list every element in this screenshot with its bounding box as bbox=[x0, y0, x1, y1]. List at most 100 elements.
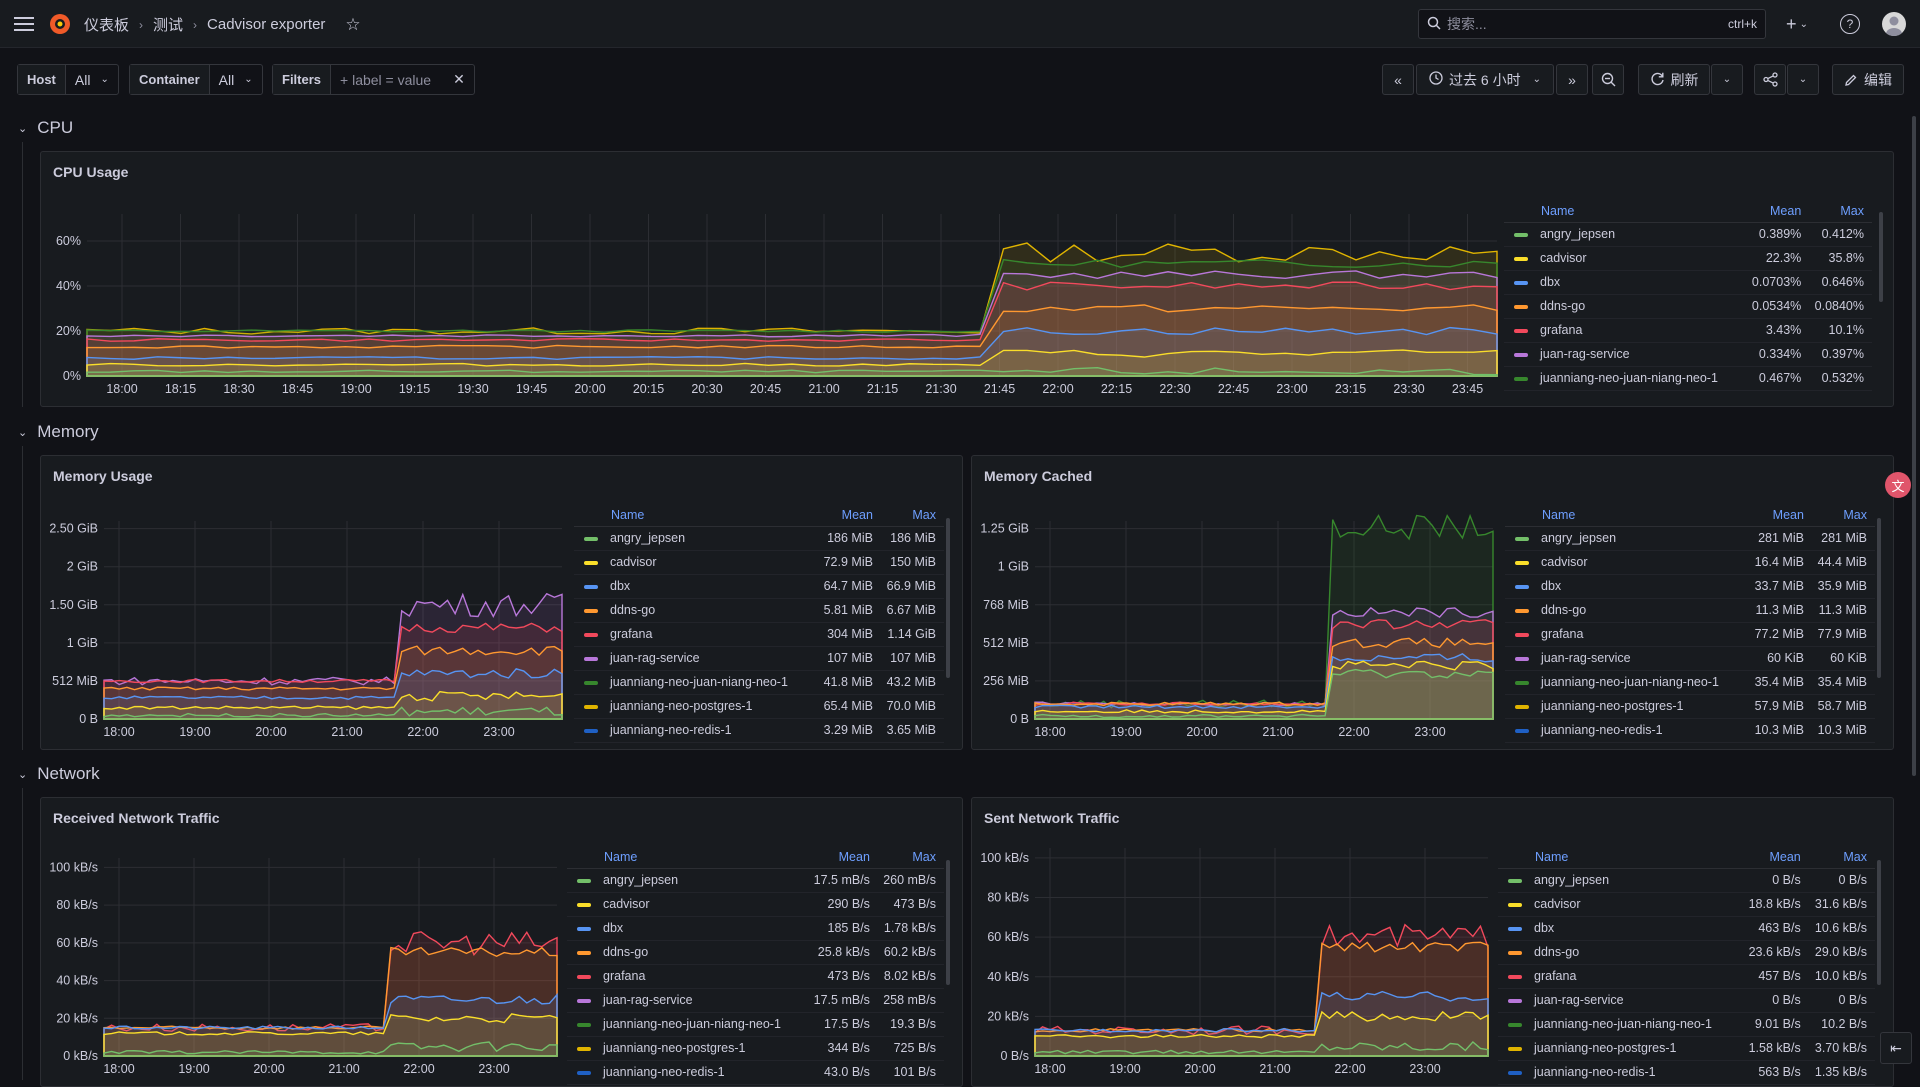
legend-col-name[interactable]: Name bbox=[567, 846, 809, 869]
legend-col-max[interactable]: Max bbox=[1808, 846, 1875, 869]
legend-series-name[interactable]: grafana bbox=[1504, 318, 1747, 343]
legend-row[interactable]: juanniang-neo-postgres-1 1.58 kB/s 3.70 kB… bbox=[1498, 1036, 1875, 1061]
legend-series-name[interactable]: grafana bbox=[567, 964, 809, 989]
legend-series-name[interactable]: angry_jepsen bbox=[574, 526, 818, 551]
legend-series-name[interactable]: juan-rag-service bbox=[567, 988, 809, 1013]
legend-series-name[interactable]: juanniang-neo-juan-niang-neo-1 bbox=[574, 670, 818, 695]
legend-row[interactable]: juanniang-neo-juan-niang-neo-1 35.4 MiB 35… bbox=[1505, 670, 1875, 695]
legend-series-name[interactable]: ddns-go bbox=[574, 598, 818, 623]
filters-input[interactable]: + label = value ✕ bbox=[331, 65, 474, 94]
legend-row[interactable]: dbx 185 B/s 1.78 kB/s bbox=[567, 916, 944, 941]
legend-row[interactable]: juanniang-neo-juan-niang-neo-1 41.8 MiB 43… bbox=[574, 670, 944, 695]
legend-series-name[interactable]: angry_jepsen bbox=[1504, 222, 1747, 247]
legend-row[interactable]: juanniang-neo-juan-niang-neo-1 0.467% 0.53… bbox=[1504, 366, 1872, 391]
legend-row[interactable]: juanniang-neo-juan-niang-neo-1 17.5 B/s 19… bbox=[567, 1012, 944, 1037]
variable-host[interactable]: Host All ⌄ bbox=[17, 64, 119, 95]
legend-row[interactable]: grafana 457 B/s 10.0 kB/s bbox=[1498, 964, 1875, 989]
legend-row[interactable]: ddns-go 11.3 MiB 11.3 MiB bbox=[1505, 598, 1875, 623]
legend-series-name[interactable]: juanniang-neo-postgres-1 bbox=[1505, 694, 1749, 719]
page-scrollbar[interactable] bbox=[1912, 116, 1916, 776]
grafana-logo-icon[interactable] bbox=[48, 12, 72, 36]
legend-series-name[interactable]: juanniang-neo-redis-1 bbox=[567, 1060, 809, 1085]
legend-series-name[interactable]: juan-rag-service bbox=[1505, 646, 1749, 671]
avatar[interactable] bbox=[1882, 12, 1906, 36]
legend-row[interactable]: juanniang-neo-redis-1 3.29 MiB 3.65 MiB bbox=[574, 718, 944, 743]
refresh-button[interactable]: 刷新 bbox=[1638, 64, 1710, 95]
refresh-interval-button[interactable]: ⌄ bbox=[1711, 64, 1743, 95]
legend-series-name[interactable]: ddns-go bbox=[1504, 294, 1747, 319]
legend-series-name[interactable]: juanniang-neo-postgres-1 bbox=[574, 694, 818, 719]
legend-series-name[interactable]: dbx bbox=[1504, 270, 1747, 295]
legend-series-name[interactable]: grafana bbox=[1498, 964, 1743, 989]
legend-col-name[interactable]: Name bbox=[1504, 200, 1747, 223]
add-button[interactable]: + ⌄ bbox=[1780, 12, 1814, 36]
legend-row[interactable]: cadvisor 72.9 MiB 150 MiB bbox=[574, 550, 944, 575]
legend-series-name[interactable]: juanniang-neo-juan-niang-neo-1 bbox=[1498, 1012, 1743, 1037]
legend-series-name[interactable]: juan-rag-service bbox=[1504, 342, 1747, 367]
row-header-cpu[interactable]: ⌄ CPU bbox=[18, 118, 73, 138]
legend-row[interactable]: juanniang-neo-juan-niang-neo-1 9.01 B/s 10… bbox=[1498, 1012, 1875, 1037]
legend-row[interactable]: angry_jepsen 17.5 mB/s 260 mB/s bbox=[567, 868, 944, 893]
legend-row[interactable]: juanniang-neo-postgres-1 65.4 MiB 70.0 MiB bbox=[574, 694, 944, 719]
breadcrumb-item[interactable]: 仪表板 bbox=[84, 17, 130, 34]
legend-series-name[interactable]: ddns-go bbox=[1505, 598, 1749, 623]
legend-col-mean[interactable]: Mean bbox=[1748, 504, 1812, 527]
legend-row[interactable]: cadvisor 290 B/s 473 B/s bbox=[567, 892, 944, 917]
legend-row[interactable]: juan-rag-service 0 B/s 0 B/s bbox=[1498, 988, 1875, 1013]
legend-row[interactable]: cadvisor 16.4 MiB 44.4 MiB bbox=[1505, 550, 1875, 575]
legend-series-name[interactable]: juan-rag-service bbox=[1498, 988, 1743, 1013]
legend-scrollbar[interactable] bbox=[946, 518, 950, 678]
legend-series-name[interactable]: grafana bbox=[574, 622, 818, 647]
legend-series-name[interactable]: grafana bbox=[1505, 622, 1749, 647]
legend-col-max[interactable]: Max bbox=[880, 504, 944, 527]
legend-series-name[interactable]: cadvisor bbox=[1498, 892, 1743, 917]
time-shift-forward-button[interactable]: » bbox=[1556, 64, 1588, 95]
legend-row[interactable]: juan-rag-service 17.5 mB/s 258 mB/s bbox=[567, 988, 944, 1013]
time-picker-button[interactable]: 过去 6 小时 ⌄ bbox=[1416, 64, 1554, 95]
cpu-usage-chart[interactable]: 0% 20% 40% 60% 18:00 18:15 18:30 18:45 19:00 19:1… bbox=[41, 204, 1501, 404]
legend-series-name[interactable]: cadvisor bbox=[1505, 550, 1749, 575]
row-header-memory[interactable]: ⌄ Memory bbox=[18, 422, 99, 442]
legend-series-name[interactable]: angry_jepsen bbox=[1498, 868, 1743, 893]
legend-col-max[interactable]: Max bbox=[1811, 504, 1875, 527]
legend-col-name[interactable]: Name bbox=[574, 504, 818, 527]
legend-row[interactable]: dbx 0.0703% 0.646% bbox=[1504, 270, 1872, 295]
legend-scrollbar[interactable] bbox=[1879, 212, 1883, 302]
legend-col-max[interactable]: Max bbox=[1809, 200, 1872, 223]
legend-series-name[interactable]: cadvisor bbox=[567, 892, 809, 917]
legend-col-mean[interactable]: Mean bbox=[808, 846, 878, 869]
legend-row[interactable]: juanniang-neo-redis-1 10.3 MiB 10.3 MiB bbox=[1505, 718, 1875, 743]
memory-usage-chart[interactable]: 0 B 512 MiB 1 GiB 1.50 GiB 2 GiB 2.50 GiB 18:0… bbox=[41, 511, 566, 749]
legend-series-name[interactable]: dbx bbox=[1505, 574, 1749, 599]
legend-row[interactable]: ddns-go 0.0534% 0.0840% bbox=[1504, 294, 1872, 319]
legend-col-mean[interactable]: Mean bbox=[1746, 200, 1810, 223]
legend-row[interactable]: angry_jepsen 186 MiB 186 MiB bbox=[574, 526, 944, 551]
legend-series-name[interactable]: juanniang-neo-juan-niang-neo-1 bbox=[567, 1012, 809, 1037]
legend-series-name[interactable]: cadvisor bbox=[574, 550, 818, 575]
legend-series-name[interactable]: dbx bbox=[574, 574, 818, 599]
translate-icon[interactable]: 文 bbox=[1885, 472, 1911, 498]
legend-row[interactable]: juanniang-neo-redis-1 43.0 B/s 101 B/s bbox=[567, 1060, 944, 1085]
sent-traffic-chart[interactable]: 0 B/s 20 kB/s 40 kB/s 60 kB/s 80 kB/s 100 kB/… bbox=[972, 848, 1492, 1086]
legend-row[interactable]: cadvisor 22.3% 35.8% bbox=[1504, 246, 1872, 271]
star-icon[interactable]: ☆ bbox=[345, 14, 361, 34]
legend-row[interactable]: juan-rag-service 0.334% 0.397% bbox=[1504, 342, 1872, 367]
legend-row[interactable]: angry_jepsen 281 MiB 281 MiB bbox=[1505, 526, 1875, 551]
time-shift-back-button[interactable]: « bbox=[1382, 64, 1414, 95]
legend-col-max[interactable]: Max bbox=[877, 846, 944, 869]
legend-series-name[interactable]: cadvisor bbox=[1504, 246, 1747, 271]
legend-row[interactable]: grafana 473 B/s 8.02 kB/s bbox=[567, 964, 944, 989]
legend-row[interactable]: juan-rag-service 107 MiB 107 MiB bbox=[574, 646, 944, 671]
legend-series-name[interactable]: angry_jepsen bbox=[567, 868, 809, 893]
legend-row[interactable]: juanniang-neo-postgres-1 57.9 MiB 58.7 MiB bbox=[1505, 694, 1875, 719]
legend-col-mean[interactable]: Mean bbox=[1742, 846, 1809, 869]
legend-row[interactable]: juanniang-neo-postgres-1 344 B/s 725 B/s bbox=[567, 1036, 944, 1061]
memory-cached-chart[interactable]: 0 B 256 MiB 512 MiB 768 MiB 1 GiB 1.25 GiB 18:… bbox=[972, 511, 1497, 749]
legend-row[interactable]: angry_jepsen 0.389% 0.412% bbox=[1504, 222, 1872, 247]
legend-series-name[interactable]: juanniang-neo-redis-1 bbox=[1505, 718, 1749, 743]
menu-icon[interactable] bbox=[12, 12, 36, 36]
variable-select[interactable]: All ⌄ bbox=[210, 65, 262, 94]
legend-series-name[interactable]: juanniang-neo-redis-1 bbox=[1498, 1060, 1743, 1085]
legend-scrollbar[interactable] bbox=[1877, 860, 1881, 985]
legend-row[interactable]: dbx 463 B/s 10.6 kB/s bbox=[1498, 916, 1875, 941]
